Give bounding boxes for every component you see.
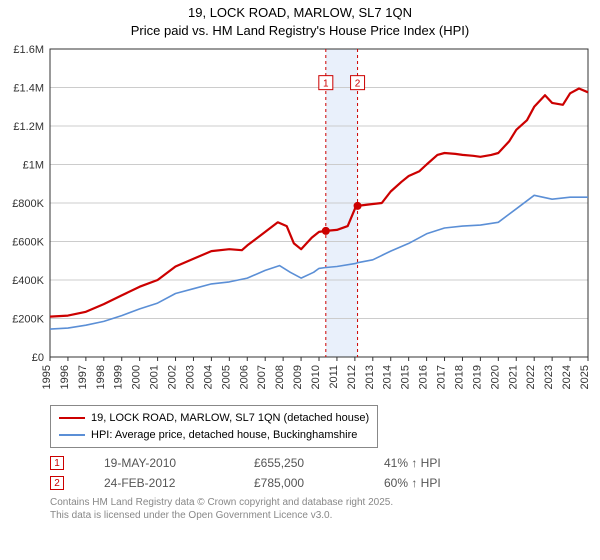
x-tick-label: 1995 [41, 365, 53, 389]
x-tick-label: 2000 [131, 365, 143, 389]
x-tick-label: 2015 [400, 365, 412, 389]
y-tick-label: £400K [12, 275, 44, 287]
x-tick-label: 2012 [346, 365, 358, 389]
marker-badge-label: 2 [355, 79, 361, 90]
x-tick-label: 2002 [167, 365, 179, 389]
x-tick-label: 1997 [77, 365, 89, 389]
marker-row: 1 19-MAY-2010 £655,250 41% ↑ HPI [50, 456, 592, 470]
x-tick-label: 1998 [95, 365, 107, 389]
x-tick-label: 1996 [59, 365, 71, 389]
x-tick-label: 2014 [382, 365, 394, 389]
marker-row: 2 24-FEB-2012 £785,000 60% ↑ HPI [50, 476, 592, 490]
x-tick-label: 2013 [364, 365, 376, 389]
footer-line1: Contains HM Land Registry data © Crown c… [50, 496, 592, 509]
y-tick-label: £800K [12, 198, 44, 210]
marker-table: 1 19-MAY-2010 £655,250 41% ↑ HPI 2 24-FEB-201… [50, 456, 592, 490]
x-tick-label: 2004 [202, 365, 214, 389]
y-tick-label: £1.6M [13, 44, 44, 56]
title-block: 19, LOCK ROAD, MARLOW, SL7 1QN Price pai… [8, 4, 592, 39]
x-tick-label: 2010 [310, 365, 322, 389]
x-tick-label: 2021 [507, 365, 519, 389]
marker-date: 24-FEB-2012 [104, 476, 214, 490]
marker-badge-label: 1 [323, 79, 329, 90]
y-tick-label: £1.4M [13, 83, 44, 95]
x-tick-label: 2003 [184, 365, 196, 389]
series-dot [322, 227, 330, 235]
x-tick-label: 2011 [328, 365, 340, 389]
legend-label: HPI: Average price, detached house, Buck… [91, 427, 357, 444]
chart-area: £0 £200K £400K £600K £800K £1M £1.2M £1.4M £1.6M… [8, 43, 592, 403]
x-tick-label: 2025 [579, 365, 591, 389]
x-tick-label: 2009 [292, 365, 304, 389]
x-tick-label: 2022 [525, 365, 537, 389]
legend: 19, LOCK ROAD, MARLOW, SL7 1QN (detached… [50, 405, 378, 448]
y-tick-label: £600K [12, 237, 44, 249]
legend-label: 19, LOCK ROAD, MARLOW, SL7 1QN (detached… [91, 410, 369, 427]
marker-row-badge: 2 [50, 476, 64, 490]
legend-swatch [59, 434, 85, 436]
x-tick-label: 2020 [489, 365, 501, 389]
x-tick-label: 2018 [453, 365, 465, 389]
x-tick-label: 2024 [561, 365, 573, 389]
x-tick-label: 1999 [113, 365, 125, 389]
x-tick-label: 2017 [436, 365, 448, 389]
y-tick-label: £1.2M [13, 121, 44, 133]
y-tick-label: £200K [12, 314, 44, 326]
series-dot [354, 202, 362, 210]
marker-price: £655,250 [254, 456, 344, 470]
y-tick-label: £1M [23, 160, 44, 172]
marker-price: £785,000 [254, 476, 344, 490]
title-address: 19, LOCK ROAD, MARLOW, SL7 1QN [8, 4, 592, 22]
marker-delta: 60% ↑ HPI [384, 476, 474, 490]
legend-swatch [59, 417, 85, 419]
legend-row: HPI: Average price, detached house, Buck… [59, 427, 369, 444]
chart-container: 19, LOCK ROAD, MARLOW, SL7 1QN Price pai… [0, 0, 600, 522]
x-tick-label: 2008 [274, 365, 286, 389]
x-tick-label: 2023 [543, 365, 555, 389]
marker-date: 19-MAY-2010 [104, 456, 214, 470]
x-tick-label: 2016 [418, 365, 430, 389]
footer-line2: This data is licensed under the Open Gov… [50, 509, 592, 522]
x-tick-label: 2019 [471, 365, 483, 389]
marker-row-badge: 1 [50, 456, 64, 470]
x-tick-label: 2001 [149, 365, 161, 389]
title-subtitle: Price paid vs. HM Land Registry's House … [8, 22, 592, 40]
x-tick-label: 2005 [220, 365, 232, 389]
legend-row: 19, LOCK ROAD, MARLOW, SL7 1QN (detached… [59, 410, 369, 427]
y-tick-label: £0 [32, 352, 44, 364]
x-tick-label: 2007 [256, 365, 268, 389]
x-tick-label: 2006 [238, 365, 250, 389]
marker-delta: 41% ↑ HPI [384, 456, 474, 470]
attribution-footer: Contains HM Land Registry data © Crown c… [50, 496, 592, 522]
line-chart: £0 £200K £400K £600K £800K £1M £1.2M £1.4M £1.6M… [8, 43, 592, 403]
